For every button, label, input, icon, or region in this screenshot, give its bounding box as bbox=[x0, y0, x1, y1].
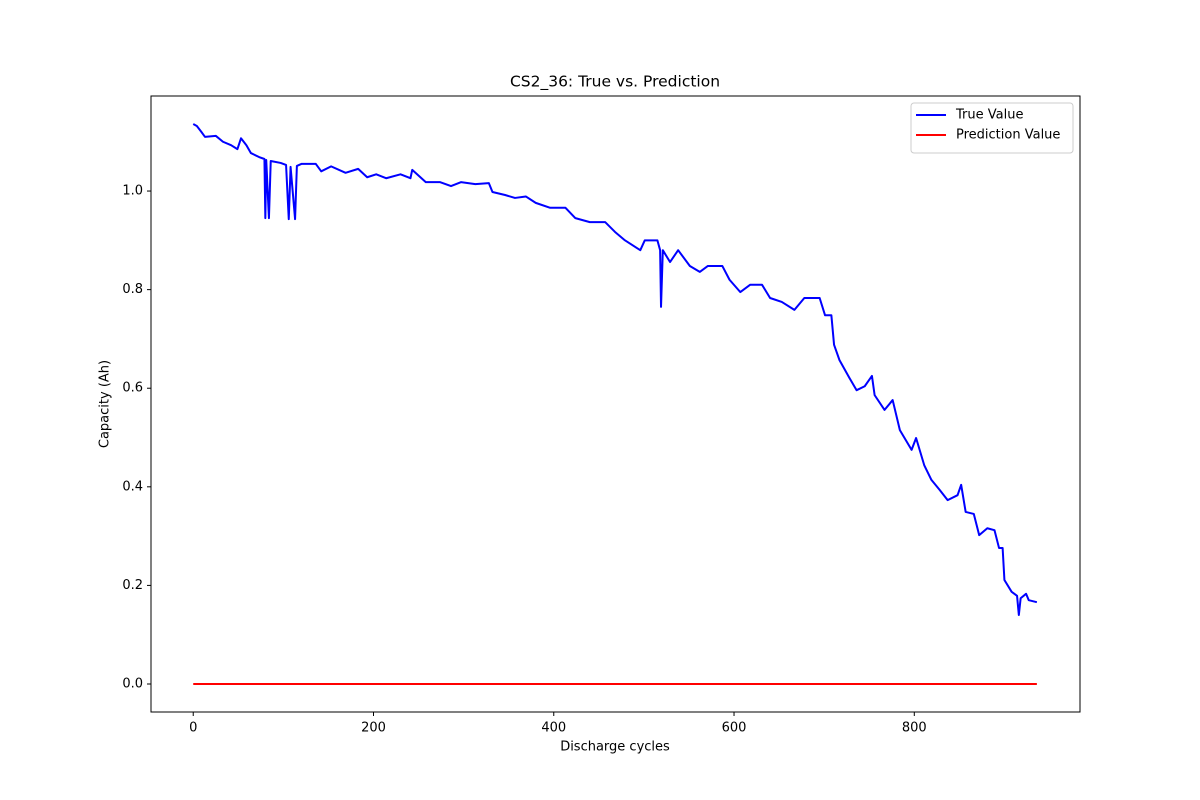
y-tick-label: 0.2 bbox=[122, 578, 143, 593]
x-tick-label: 400 bbox=[541, 721, 566, 736]
y-axis-label: Capacity (Ah) bbox=[98, 360, 113, 448]
plot-frame bbox=[150, 95, 1081, 713]
y-tick-label: 0.6 bbox=[122, 381, 143, 396]
data-line bbox=[192, 123, 1038, 616]
chart-title: CS2_36: True vs. Prediction bbox=[510, 73, 720, 92]
y-tick-label: 0.4 bbox=[122, 479, 143, 494]
x-tick-label: 0 bbox=[189, 721, 197, 736]
y-tick-label: 1.0 bbox=[122, 184, 143, 199]
x-tick-label: 200 bbox=[361, 721, 386, 736]
legend-label: Prediction Value bbox=[956, 128, 1060, 143]
legend-label: True Value bbox=[955, 108, 1023, 123]
x-tick-label: 800 bbox=[902, 721, 927, 736]
x-tick-label: 600 bbox=[722, 721, 747, 736]
y-tick-label: 0.0 bbox=[122, 677, 143, 692]
legend-box bbox=[910, 102, 1074, 154]
y-tick-label: 0.8 bbox=[122, 282, 143, 297]
x-axis-label: Discharge cycles bbox=[560, 740, 670, 755]
